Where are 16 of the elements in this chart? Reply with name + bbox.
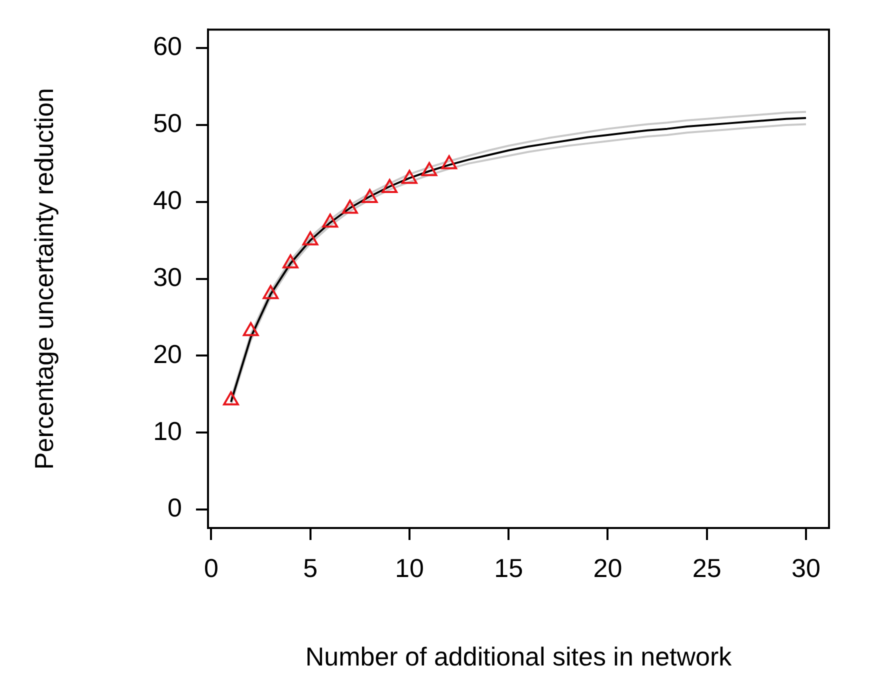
x-tick-label: 5 [303, 552, 318, 583]
x-tick-label: 0 [204, 552, 218, 583]
y-tick-label: 20 [153, 338, 182, 369]
y-tick-label: 50 [153, 108, 182, 138]
y-tick-label: 30 [153, 262, 182, 292]
y-tick-label: 0 [168, 492, 182, 523]
y-tick-label: 10 [153, 416, 182, 446]
x-tick-label: 10 [394, 552, 424, 583]
x-tick-label: 15 [494, 552, 524, 583]
y-axis-title: Percentage uncertainty reduction [28, 88, 59, 470]
x-tick-label: 25 [692, 552, 722, 583]
x-tick-label: 20 [593, 552, 622, 583]
x-axis-title: Number of additional sites in network [305, 642, 733, 672]
y-tick-label: 60 [153, 31, 182, 62]
y-tick-label: 40 [153, 185, 182, 216]
x-tick-label: 30 [792, 552, 820, 583]
